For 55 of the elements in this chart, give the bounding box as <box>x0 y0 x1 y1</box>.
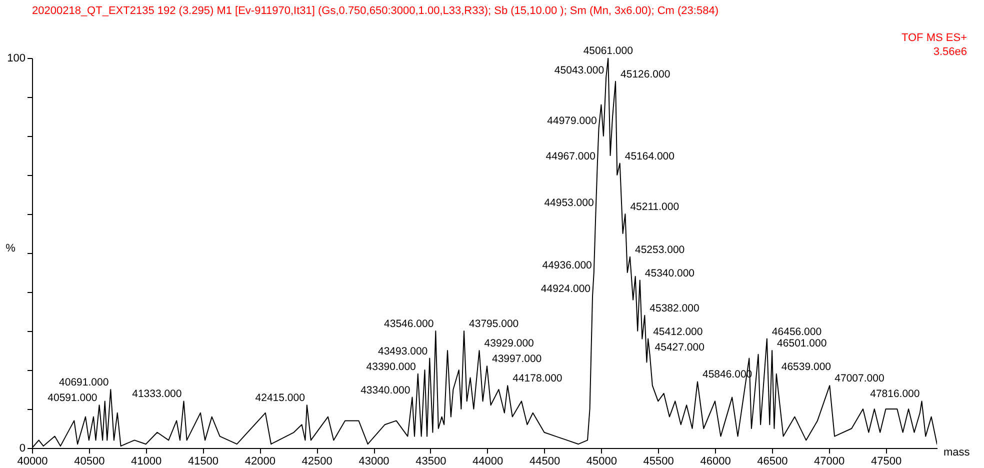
annotation: 45211.000 <box>630 201 680 213</box>
annotation: 47816.000 <box>870 388 920 400</box>
annotation: 41333.000 <box>132 388 182 400</box>
annotation: 45061.000 <box>583 45 634 57</box>
x-tick-label: 40500 <box>74 456 105 468</box>
x-tick-label: 47500 <box>870 456 902 468</box>
annotation: 43340.000 <box>360 384 410 396</box>
x-tick-label: 42500 <box>302 456 332 468</box>
annotation: 45382.000 <box>650 302 700 314</box>
annotation: 45340.000 <box>644 267 695 280</box>
annotation: 45126.000 <box>620 68 670 80</box>
annotation: 46539.000 <box>781 360 832 373</box>
x-tick-label: 46000 <box>700 456 731 468</box>
y-tick-label: 100 <box>7 52 26 64</box>
annotation: 43546.000 <box>384 318 434 330</box>
annotation: 44178.000 <box>512 372 562 385</box>
x-axis-title: mass <box>944 446 970 458</box>
text: TOF MS ES+ <box>901 32 967 44</box>
annotation: 42415.000 <box>255 392 306 404</box>
annotation: 45427.000 <box>654 341 705 354</box>
x-tick-label: 43500 <box>416 456 446 468</box>
annotation: 43795.000 <box>469 318 519 330</box>
annotation: 43997.000 <box>492 353 542 366</box>
x-tick-label: 44000 <box>472 456 504 468</box>
annotation: 45253.000 <box>634 244 685 256</box>
annotation: 44924.000 <box>540 282 591 295</box>
annotation: 45164.000 <box>624 150 675 162</box>
annotation: 46501.000 <box>777 338 827 350</box>
annotation: 44953.000 <box>544 197 594 210</box>
annotation: 43929.000 <box>484 338 534 350</box>
x-tick-label: 47000 <box>814 456 845 468</box>
chart-title: 20200218_QT_EXT2135 192 (3.295) M1 [Ev-911970,It31] (Gs,0.750,650:3000,1.00,L33,R33); Sb (15,10.00 ); Sm (Mn, 3x6.00); Cm (23:584) <box>32 5 718 17</box>
x-tick-label: 46500 <box>757 456 788 468</box>
annotation: 46456.000 <box>772 326 822 338</box>
y-axis-title: % <box>6 242 16 254</box>
annotation: 43493.000 <box>378 345 428 358</box>
x-tick-label: 40000 <box>17 456 48 468</box>
annotation: 47007.000 <box>834 372 884 385</box>
annotation: 44936.000 <box>542 260 592 272</box>
annotation: 45412.000 <box>653 326 703 338</box>
x-tick-label: 43000 <box>358 456 390 468</box>
x-tick-label: 42000 <box>244 456 276 468</box>
y-tick-label: 0 <box>19 442 26 454</box>
x-tick-label: 45000 <box>586 456 617 468</box>
x-tick-label: 45500 <box>643 456 674 468</box>
annotation: 44979.000 <box>547 115 597 128</box>
annotation: 45043.000 <box>554 64 604 76</box>
annotation: 43390.000 <box>366 360 416 373</box>
x-tick-label: 41500 <box>188 456 219 468</box>
x-tick-label: 44500 <box>529 456 560 468</box>
annotation: 40591.000 <box>48 392 98 404</box>
annotation: 40691.000 <box>59 376 109 388</box>
annotation: 44967.000 <box>546 150 596 162</box>
text: 3.56e6 <box>933 46 967 58</box>
x-tick-label: 41000 <box>131 456 162 468</box>
